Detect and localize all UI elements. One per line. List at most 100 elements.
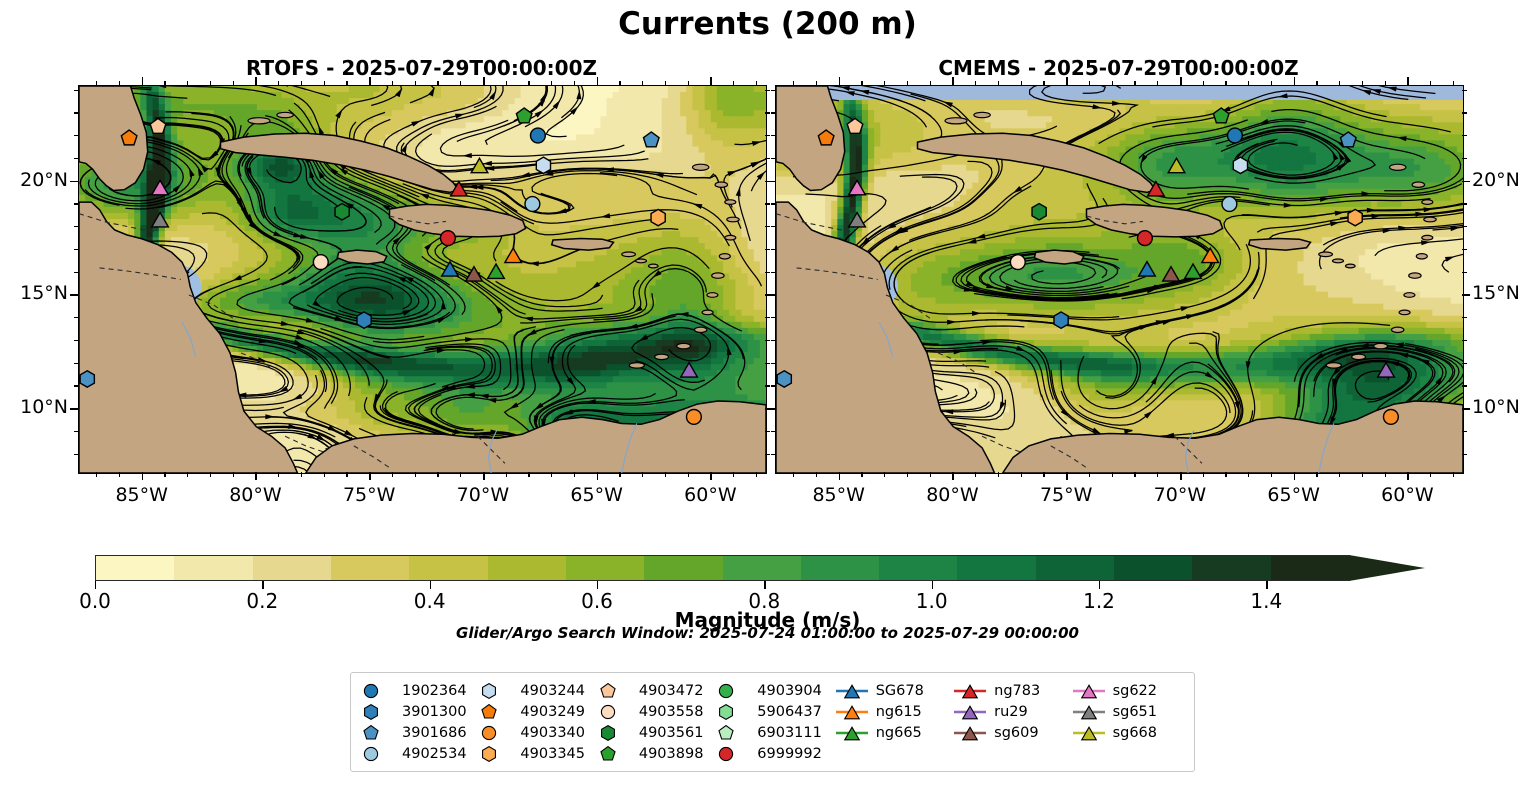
- platform-marker-6999992[interactable]: [439, 230, 457, 247]
- legend-item[interactable]: 5906437: [716, 701, 832, 722]
- legend-item[interactable]: 3901686: [361, 723, 477, 744]
- legend-box[interactable]: 1902364 3901300 3901686 4902534 4903244 49032…: [350, 672, 1195, 772]
- platform-markers[interactable]: [79, 107, 703, 426]
- y-axis-minor-tick: [1462, 135, 1467, 137]
- y-axis-minor-tick: [770, 317, 775, 319]
- platform-marker-sg622[interactable]: [847, 178, 867, 196]
- legend-item-label: 4903249: [520, 703, 585, 720]
- legend-item[interactable]: sg609: [953, 723, 1069, 744]
- platform-marker-6999992[interactable]: [1136, 230, 1154, 247]
- x-axis-major-tick: [1179, 472, 1182, 480]
- platform-marker-ng615[interactable]: [503, 246, 523, 264]
- platform-marker-ru29[interactable]: [1376, 361, 1396, 378]
- platform-marker-ng665[interactable]: [486, 262, 506, 280]
- platform-marker-4903244[interactable]: [1232, 156, 1249, 175]
- platform-marker-sg609[interactable]: [464, 265, 484, 282]
- platform-marker-4902534[interactable]: [1221, 195, 1238, 213]
- y-axis-minor-tick: [73, 453, 78, 455]
- platform-marker-4903561[interactable]: [1031, 202, 1047, 221]
- circle-marker-icon: [598, 702, 632, 722]
- y-axis-minor-tick: [765, 157, 770, 160]
- legend-item[interactable]: ru29: [953, 701, 1069, 722]
- platform-marker-3901686[interactable]: [642, 131, 660, 148]
- platform-marker-4903898[interactable]: [1212, 107, 1230, 124]
- platform-marker-sg668[interactable]: [469, 156, 490, 174]
- legend-item[interactable]: sg668: [1072, 723, 1188, 744]
- x-axis-minor-tick: [528, 80, 530, 85]
- legend-item[interactable]: 4903472: [598, 680, 714, 701]
- platform-marker-ng615[interactable]: [1200, 246, 1220, 264]
- platform-marker-sg622[interactable]: [150, 178, 170, 196]
- x-axis-major-tick: [369, 77, 371, 85]
- platform-marker-4903345[interactable]: [1347, 208, 1363, 227]
- platform-marker-sg651[interactable]: [847, 211, 867, 228]
- platform-marker-sg609[interactable]: [1161, 265, 1181, 282]
- platform-marker-ru29[interactable]: [679, 361, 699, 378]
- legend-item[interactable]: 4903345: [479, 744, 595, 765]
- coastline-samerica: [304, 400, 766, 473]
- legend-item[interactable]: ng665: [835, 723, 951, 744]
- y-axis-minor-tick: [770, 385, 775, 387]
- y-axis-minor-tick: [770, 431, 775, 433]
- platform-marker-4903249[interactable]: [120, 129, 138, 146]
- platform-marker-5906437[interactable]: [79, 369, 96, 388]
- legend-item[interactable]: SG678: [835, 680, 951, 701]
- platform-marker-1902364[interactable]: [529, 127, 547, 144]
- legend-item[interactable]: 4903898: [598, 744, 714, 765]
- map-panel-rtofs[interactable]: [78, 85, 767, 474]
- platform-marker-ng665[interactable]: [1183, 262, 1203, 280]
- legend-item[interactable]: 4903340: [479, 723, 595, 744]
- legend-item[interactable]: 1902364: [361, 680, 477, 701]
- platform-marker-4903249[interactable]: [817, 129, 835, 146]
- legend-item[interactable]: 3901300: [361, 701, 477, 722]
- y-axis-minor-tick: [770, 248, 775, 251]
- platform-marker-4903561[interactable]: [334, 202, 350, 221]
- triangle-marker-icon: [1072, 702, 1106, 722]
- platform-marker-4903345[interactable]: [650, 208, 666, 227]
- legend-item[interactable]: 4903249: [479, 701, 595, 722]
- platform-markers[interactable]: [776, 107, 1400, 426]
- platform-marker-4903472[interactable]: [846, 117, 864, 134]
- x-axis-tick-label: 80°W: [926, 484, 979, 506]
- map-panel-cmems[interactable]: [775, 85, 1464, 474]
- y-axis-minor-tick: [1462, 226, 1467, 228]
- platform-marker-sg651[interactable]: [150, 211, 170, 228]
- platform-marker-4903472[interactable]: [149, 117, 167, 134]
- x-axis-tick-label: 70°W: [1153, 484, 1207, 506]
- platform-marker-4903244[interactable]: [535, 156, 552, 175]
- platform-marker-4903340[interactable]: [1382, 408, 1400, 426]
- colorbar-band-6: [565, 556, 645, 580]
- platform-marker-4902534[interactable]: [524, 195, 541, 213]
- legend-item[interactable]: 4903558: [598, 701, 714, 722]
- legend-item[interactable]: 4903244: [479, 680, 595, 701]
- legend-item[interactable]: ng783: [953, 680, 1069, 701]
- platform-marker-3901300[interactable]: [356, 311, 372, 330]
- platform-marker-3901300[interactable]: [1053, 311, 1069, 330]
- colorbar-band-5: [487, 556, 566, 580]
- legend-item[interactable]: 6903111: [716, 723, 832, 744]
- platform-marker-3901686[interactable]: [1339, 131, 1357, 148]
- platform-marker-5906437[interactable]: [776, 369, 793, 388]
- platform-marker-SG678[interactable]: [440, 260, 460, 277]
- legend-item[interactable]: sg622: [1072, 680, 1188, 701]
- x-axis-minor-tick: [664, 80, 667, 85]
- platform-marker-sg668[interactable]: [1166, 156, 1187, 174]
- legend-item[interactable]: sg651: [1072, 701, 1188, 722]
- legend-item[interactable]: 4903561: [598, 723, 714, 744]
- x-axis-minor-tick: [884, 472, 886, 477]
- platform-marker-1902364[interactable]: [1226, 127, 1244, 144]
- platform-marker-SG678[interactable]: [1137, 260, 1157, 277]
- legend-item-label: 4903345: [520, 746, 585, 763]
- legend-item[interactable]: ng615: [835, 701, 951, 722]
- platform-marker-4903558[interactable]: [1009, 254, 1026, 271]
- x-axis-minor-tick: [187, 80, 189, 85]
- platform-marker-4903558[interactable]: [312, 254, 329, 271]
- x-axis-minor-tick: [755, 472, 758, 477]
- platform-marker-4903340[interactable]: [685, 408, 703, 426]
- platform-marker-4903898[interactable]: [515, 107, 533, 124]
- platform-marker-ng783[interactable]: [1146, 180, 1166, 197]
- legend-item[interactable]: 4902534: [361, 744, 477, 765]
- legend-item[interactable]: 6999992: [716, 744, 832, 765]
- platform-marker-ng783[interactable]: [449, 180, 469, 197]
- legend-item[interactable]: 4903904: [716, 680, 832, 701]
